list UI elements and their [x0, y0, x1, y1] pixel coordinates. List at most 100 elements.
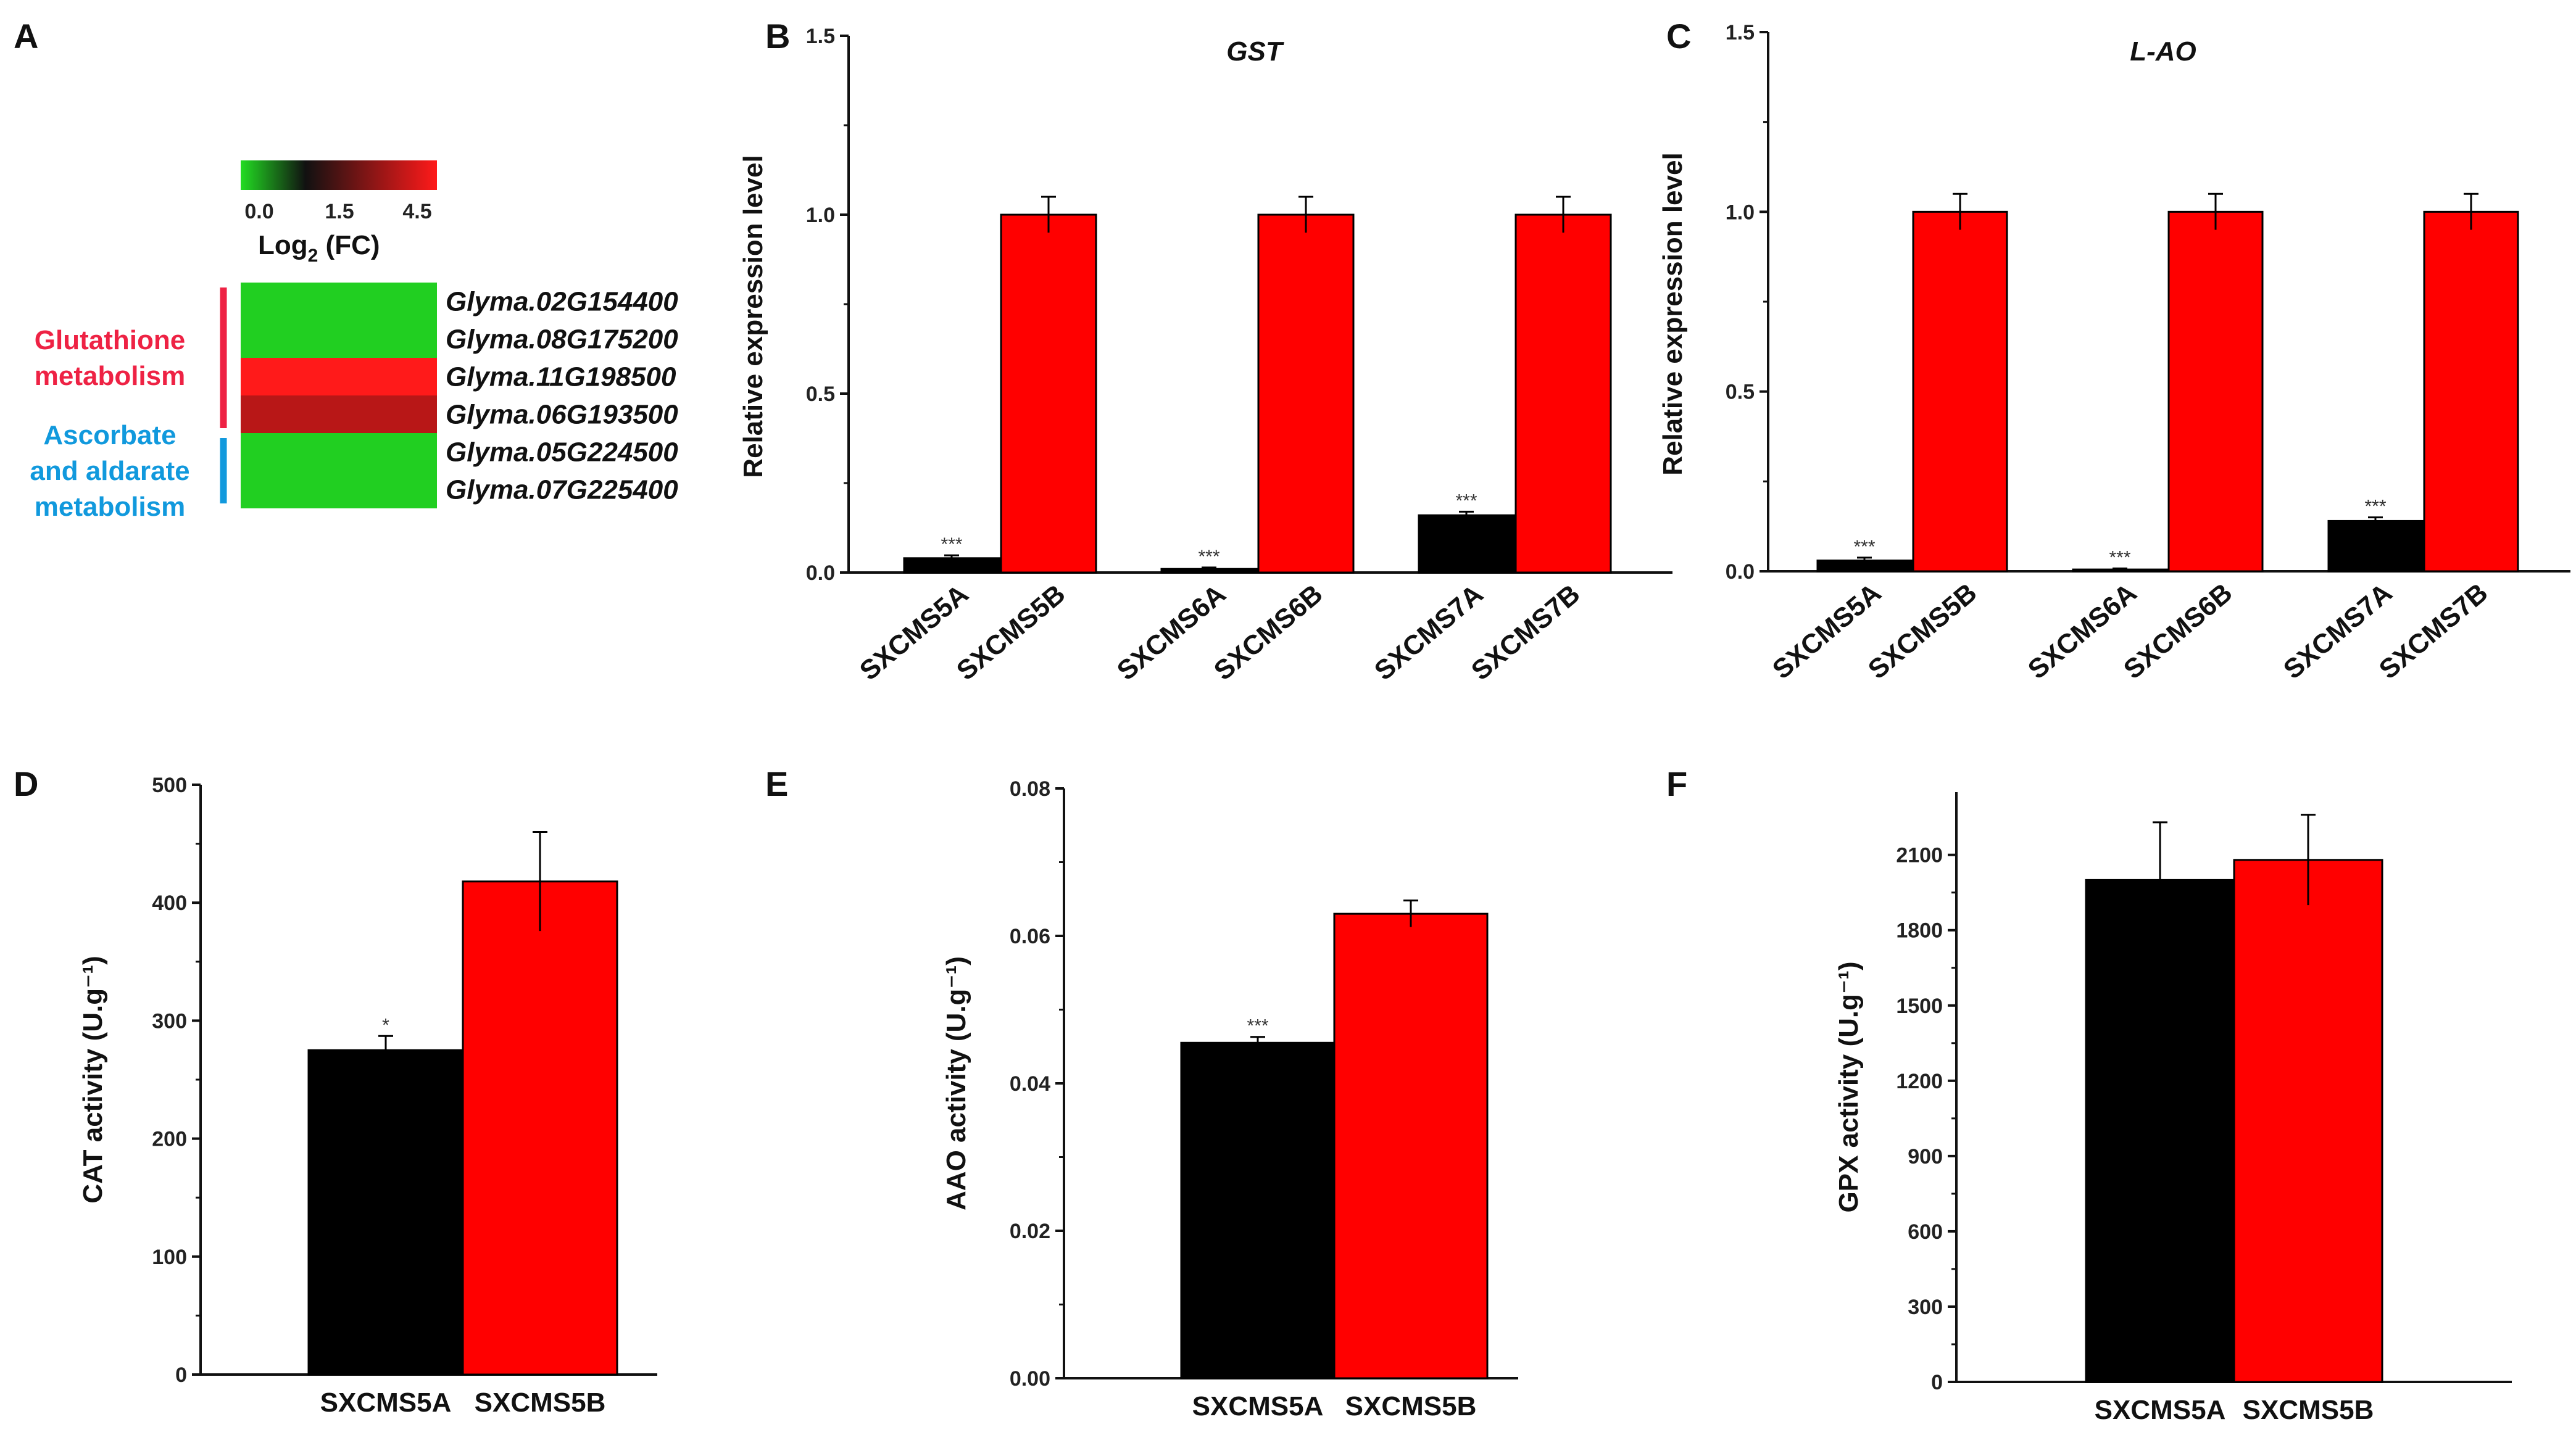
x-tick-label: SXCMS5B [2243, 1395, 2374, 1425]
y-tick-label: 0.08 [1010, 777, 1050, 801]
panel-label-a: A [14, 17, 38, 56]
y-tick-label: 500 [152, 774, 187, 797]
color-scale-title: Log2 (FC) [258, 230, 380, 266]
significance-mark: *** [1198, 547, 1219, 567]
x-tick-label: SXCMS6B [1208, 579, 1328, 686]
bar [2423, 210, 2519, 573]
significance-mark: *** [1247, 1016, 1268, 1036]
y-tick-label: 1.0 [1726, 201, 1755, 224]
y-tick-label: 1.0 [806, 204, 835, 227]
chart-title: GST [1226, 36, 1284, 67]
y-axis-label: Relative expression level [1658, 152, 1688, 475]
scale-tick-high: 4.5 [402, 200, 431, 223]
y-axis-label: GPX activity (U.g⁻¹) [1834, 961, 1864, 1212]
gene-label: Glyma.05G224500 [446, 437, 678, 468]
y-tick-label: 200 [152, 1128, 187, 1151]
y-tick-label: 1.5 [1726, 21, 1755, 44]
significance-mark: * [382, 1015, 389, 1035]
gene-label: Glyma.06G193500 [446, 400, 678, 430]
pathway-label: Ascorbate [43, 420, 176, 450]
heatmap-cell [241, 320, 437, 358]
bar [1257, 213, 1355, 574]
panel-label: D [14, 764, 38, 803]
y-tick-label: 2100 [1896, 844, 1943, 867]
bar [1333, 912, 1489, 1379]
y-tick-label: 600 [1908, 1220, 1943, 1244]
pathway-label: and aldarate [30, 456, 189, 486]
bar [1180, 1041, 1336, 1379]
chart-panel-d: D 0 100 200 300 400 500 CAT activity (U.g⁻¹) * SX… [14, 764, 657, 1418]
chart-panel-b: B 0.0 0.5 1.0 1.5 Relative expression level GS… [738, 17, 1672, 686]
y-axis-label: CAT activity (U.g⁻¹) [78, 956, 108, 1203]
heatmap-cell [241, 433, 437, 471]
y-tick-label: 900 [1908, 1145, 1943, 1168]
heatmap-cell [241, 395, 437, 433]
panel-label: C [1666, 17, 1691, 56]
gene-label: Glyma.11G198500 [446, 362, 676, 392]
significance-mark: *** [1455, 490, 1477, 511]
bar [2327, 519, 2424, 573]
panel-label: F [1666, 764, 1687, 803]
y-tick-label: 0.06 [1010, 925, 1050, 948]
y-tick-label: 400 [152, 891, 187, 915]
bar [2085, 879, 2235, 1383]
x-tick-label: SXCMS5A [320, 1387, 452, 1418]
y-tick-label: 0.00 [1010, 1367, 1050, 1391]
y-tick-label: 0.04 [1010, 1072, 1050, 1096]
bar [1912, 210, 2008, 573]
significance-mark: *** [941, 534, 962, 555]
y-tick-label: 0.0 [806, 561, 835, 585]
heatmap-panel: A 0.0 1.5 4.5 Log2 (FC) Glyma.02G154400 G… [14, 17, 678, 522]
x-tick-label: SXCMS5A [1192, 1391, 1324, 1421]
y-tick-label: 100 [152, 1246, 187, 1269]
y-tick-label: 0 [1931, 1371, 1943, 1394]
pathway-label: metabolism [35, 492, 186, 522]
significance-mark: *** [1853, 537, 1875, 557]
x-tick-label: SXCMS7B [1466, 579, 1585, 686]
bar [1418, 514, 1515, 574]
scale-tick-low: 0.0 [244, 200, 273, 223]
pathway-label: Glutathione [35, 325, 185, 355]
scale-tick-mid: 1.5 [325, 200, 354, 223]
y-tick-label: 0.02 [1010, 1220, 1050, 1243]
x-tick-label: SXCMS5B [475, 1387, 606, 1418]
y-tick-label: 300 [152, 1009, 187, 1033]
y-tick-label: 0.5 [1726, 381, 1755, 404]
gene-label: Glyma.08G175200 [446, 325, 678, 355]
gene-label: Glyma.07G225400 [446, 475, 678, 505]
chart-panel-c: C 0.0 0.5 1.0 1.5 Relative expression level L-… [1658, 17, 2570, 685]
gene-label: Glyma.02G154400 [446, 287, 678, 317]
heatmap-cell [241, 471, 437, 508]
x-tick-label: SXCMS5B [951, 579, 1071, 686]
bar [1000, 213, 1097, 574]
x-tick-label: SXCMS5B [1345, 1391, 1477, 1421]
y-tick-label: 1.5 [806, 25, 835, 48]
y-tick-label: 0.5 [806, 383, 835, 406]
chart-panel-f: F 0 300 600 900 1200 1500 1800 2100 GPX activity … [1666, 764, 2512, 1425]
y-tick-label: 0.0 [1726, 560, 1755, 584]
chart-panel-e: E 0.00 0.02 0.04 0.06 0.08 AAO activity (U.g⁻¹… [765, 764, 1518, 1421]
y-tick-label: 1200 [1896, 1070, 1943, 1093]
bar [2233, 859, 2383, 1383]
y-tick-label: 300 [1908, 1296, 1943, 1319]
bar [2167, 210, 2264, 573]
pathway-label: metabolism [35, 361, 186, 391]
y-axis-label: Relative expression level [738, 155, 768, 478]
panel-label: B [765, 17, 790, 56]
color-scale-bar [241, 160, 437, 190]
bar [462, 880, 618, 1376]
bar [307, 1049, 464, 1376]
x-tick-label: SXCMS5A [2095, 1395, 2226, 1425]
y-axis-label: AAO activity (U.g⁻¹) [941, 956, 971, 1210]
heatmap-cell [241, 358, 437, 395]
heatmap-cell [241, 283, 437, 320]
y-tick-label: 1800 [1896, 919, 1943, 943]
y-tick-label: 0 [175, 1363, 187, 1387]
significance-mark: *** [2364, 497, 2386, 517]
y-tick-label: 1500 [1896, 995, 1943, 1018]
bar [1514, 213, 1612, 574]
chart-title: L-AO [2130, 36, 2196, 67]
panel-label: E [765, 764, 788, 803]
significance-mark: *** [2109, 547, 2130, 568]
